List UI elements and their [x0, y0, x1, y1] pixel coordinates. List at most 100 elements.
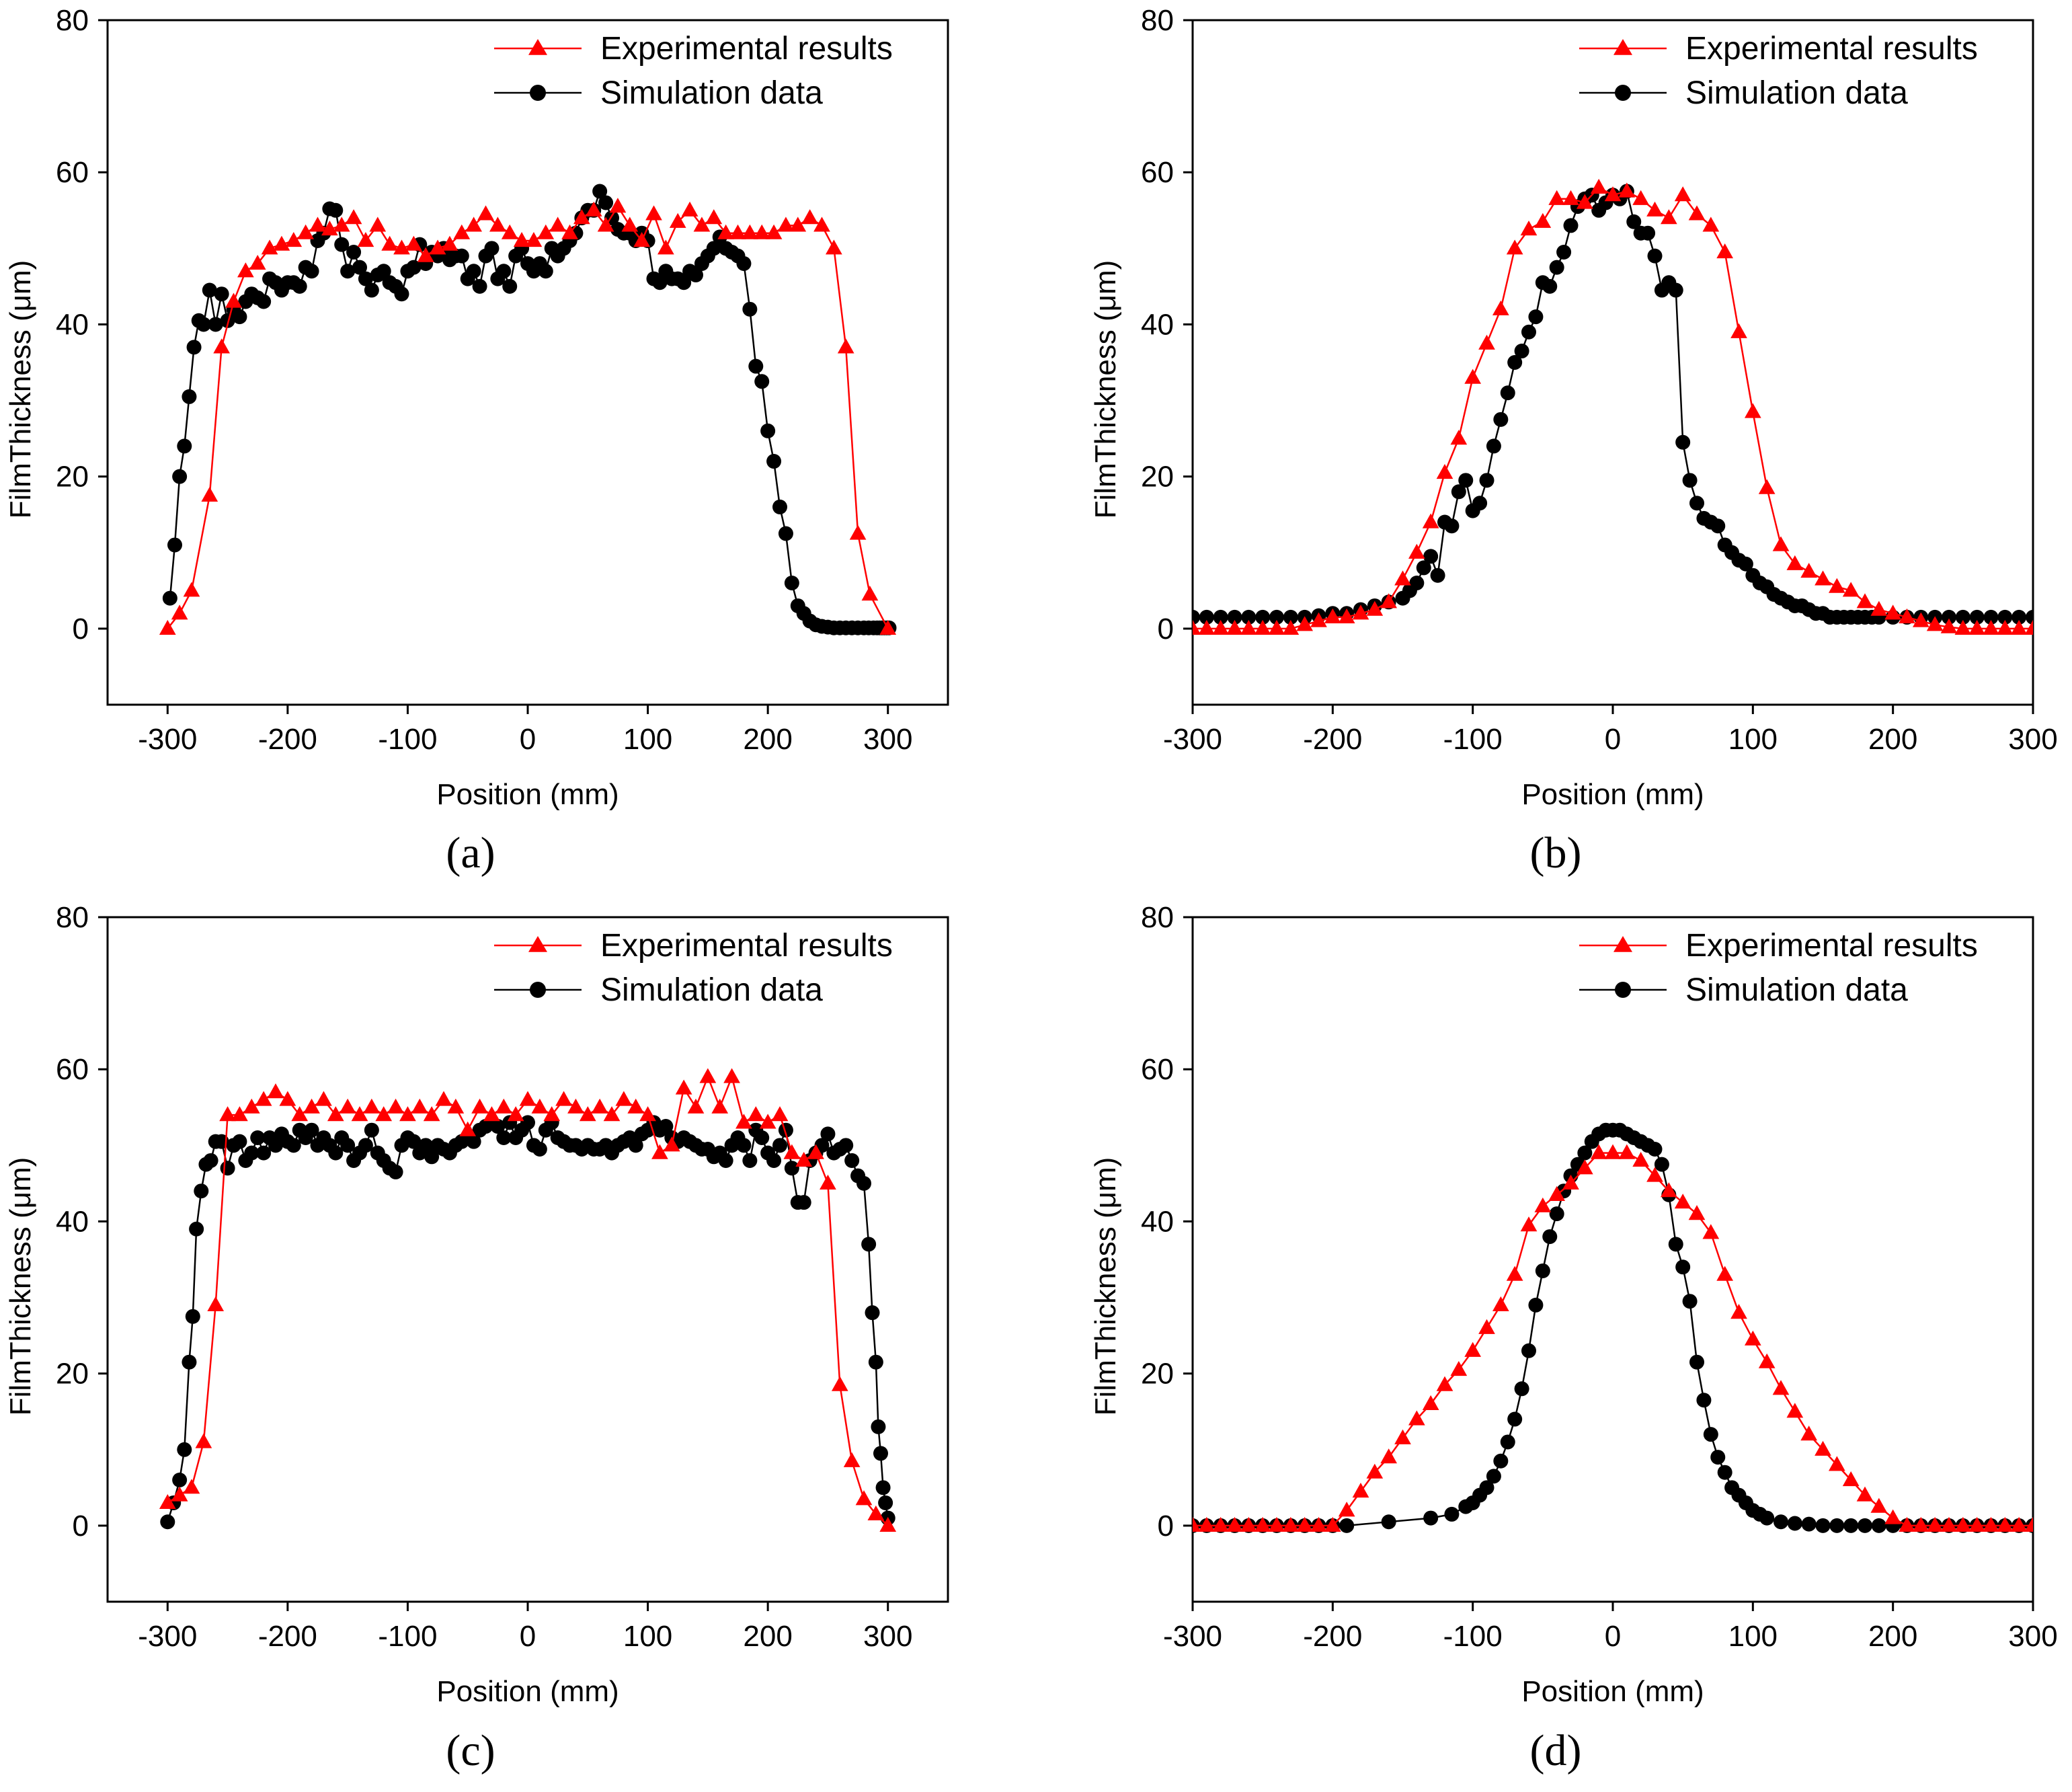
data-point-triangle	[1193, 1516, 1201, 1532]
data-point-triangle	[1478, 334, 1495, 350]
legend-marker-circle	[1615, 85, 1631, 101]
data-point-triangle	[1800, 563, 1818, 578]
data-point-triangle	[742, 224, 758, 239]
legend-marker-circle	[1615, 982, 1631, 998]
legend: Experimental results Simulation data	[494, 928, 893, 1008]
x-tick-label: -200	[258, 1620, 317, 1653]
series-simulation	[1193, 1122, 2033, 1533]
data-point-triangle	[1422, 513, 1439, 529]
data-point-circle	[1801, 1516, 1817, 1532]
data-point-triangle	[1212, 619, 1230, 635]
data-point-triangle	[658, 239, 674, 255]
data-point-circle	[186, 340, 202, 355]
data-point-triangle	[387, 1098, 404, 1114]
y-tick-label: 60	[1141, 156, 1174, 189]
data-point-triangle	[1240, 1516, 1257, 1532]
data-point-circle	[628, 1138, 643, 1153]
legend-marker-triangle	[1613, 936, 1632, 952]
data-point-triangle	[1702, 1224, 1720, 1239]
y-tick-label: 20	[1141, 1358, 1174, 1391]
x-tick-label: 100	[623, 1620, 672, 1653]
data-point-circle	[1640, 225, 1656, 241]
data-point-circle	[1500, 1434, 1515, 1450]
y-tick-label: 60	[1141, 1053, 1174, 1086]
legend-label: Simulation data	[1685, 972, 1908, 1008]
data-point-triangle	[603, 1106, 621, 1122]
legend-label: Experimental results	[1685, 928, 1978, 964]
data-point-circle	[520, 1115, 535, 1130]
data-point-triangle	[1996, 1516, 2014, 1532]
x-tick-label: -300	[1163, 1620, 1222, 1653]
x-tick-label: 200	[1868, 1620, 1917, 1653]
data-point-triangle	[1912, 1516, 1929, 1532]
data-point-triangle	[285, 232, 303, 247]
legend: Experimental results Simulation data	[1579, 928, 1978, 1008]
data-point-triangle	[1870, 1497, 1888, 1513]
data-point-circle	[754, 374, 770, 389]
data-point-circle	[868, 1354, 883, 1370]
data-point-triangle	[675, 1079, 692, 1095]
data-point-triangle	[699, 1068, 717, 1083]
data-point-triangle	[1492, 1296, 1509, 1311]
data-point-triangle	[1324, 1516, 1341, 1532]
data-point-circle	[1710, 518, 1726, 534]
x-tick-label: -300	[138, 723, 197, 756]
legend-marker-triangle	[1613, 39, 1632, 55]
data-point-triangle	[1324, 608, 1341, 624]
data-point-triangle	[543, 1106, 561, 1122]
data-point-circle	[772, 1138, 787, 1153]
data-point-circle	[1444, 518, 1460, 534]
data-point-triangle	[447, 1098, 465, 1114]
x-tick-label: 0	[1605, 723, 1621, 756]
data-point-triangle	[1983, 1516, 1999, 1532]
data-point-triangle	[1268, 619, 1285, 635]
x-tick-label: -300	[138, 1620, 197, 1653]
data-point-circle	[2011, 609, 2027, 625]
x-tick-label: 0	[520, 1620, 536, 1653]
data-point-triangle	[1436, 1376, 1453, 1391]
data-point-triangle	[1899, 1516, 1915, 1532]
x-tick-label: 300	[2008, 723, 2057, 756]
data-point-triangle	[1632, 190, 1650, 205]
data-point-circle	[1199, 609, 1214, 625]
data-point-circle	[502, 278, 518, 294]
data-point-triangle	[231, 1106, 248, 1122]
data-point-circle	[466, 264, 481, 279]
data-point-circle	[1549, 1206, 1564, 1222]
data-point-triangle	[393, 239, 410, 255]
x-tick-label: 0	[520, 723, 536, 756]
data-point-circle	[185, 1309, 200, 1324]
data-point-circle	[1815, 1518, 1831, 1533]
data-point-triangle	[801, 209, 818, 225]
data-point-circle	[1843, 1518, 1859, 1533]
data-point-circle	[742, 301, 758, 317]
legend-label: Simulation data	[1685, 75, 1908, 111]
data-point-circle	[1997, 609, 2013, 625]
data-point-triangle	[273, 235, 290, 251]
data-point-triangle	[1716, 1265, 1734, 1281]
data-point-triangle	[1856, 593, 1874, 609]
data-point-circle	[706, 241, 721, 256]
data-point-circle	[736, 1138, 752, 1153]
data-point-circle	[1696, 1393, 1712, 1408]
data-point-triangle	[1562, 1174, 1579, 1190]
data-point-triangle	[2024, 1516, 2033, 1532]
data-point-triangle	[1786, 1403, 1804, 1418]
data-point-circle	[466, 1134, 481, 1149]
data-point-triangle	[1702, 217, 1720, 232]
data-point-circle	[232, 1134, 247, 1149]
data-point-circle	[1493, 412, 1509, 427]
x-tick-label: 100	[1728, 1620, 1778, 1653]
y-tick-label: 80	[56, 901, 89, 934]
data-point-triangle	[1815, 1440, 1831, 1456]
data-point-circle	[232, 309, 247, 325]
data-point-triangle	[351, 1106, 368, 1122]
data-point-circle	[1774, 1514, 1788, 1530]
data-point-circle	[1423, 549, 1439, 564]
data-point-circle	[203, 1153, 218, 1168]
panel-label: (c)	[446, 1726, 495, 1775]
data-point-circle	[742, 1153, 758, 1168]
legend-label: Experimental results	[1685, 31, 1978, 67]
data-point-triangle	[477, 205, 494, 221]
data-point-circle	[202, 282, 217, 298]
